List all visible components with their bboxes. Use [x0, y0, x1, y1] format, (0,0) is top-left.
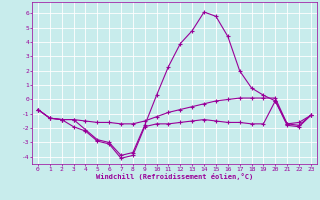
X-axis label: Windchill (Refroidissement éolien,°C): Windchill (Refroidissement éolien,°C)	[96, 173, 253, 180]
